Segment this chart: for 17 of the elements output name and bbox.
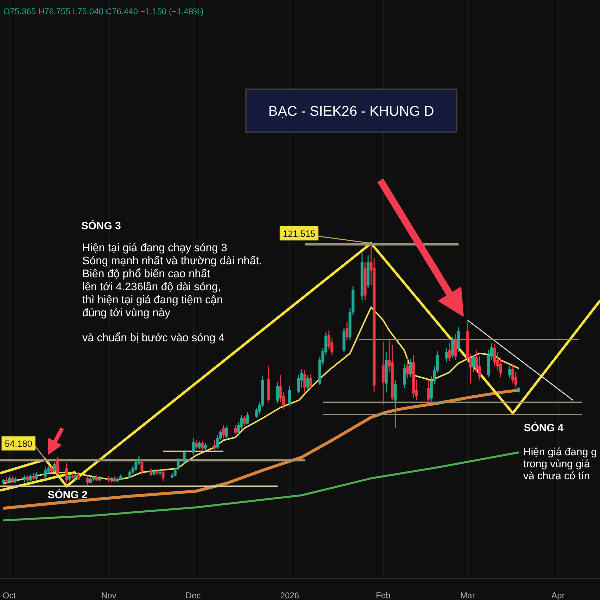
chart-title: BẠC - SIEK26 - KHUNG D — [268, 103, 434, 119]
x-tick-label: Apr — [552, 590, 566, 600]
annotation: 121.515 — [283, 229, 316, 240]
x-tick-label: Oct — [2, 590, 17, 600]
annotation: SÓNG 4 — [524, 421, 564, 434]
x-tick-label: Dec — [186, 590, 202, 600]
annotation: Hiện giá đang g trong vùng giá và chưa có tín — [524, 446, 598, 482]
text: SÓNG 3 — [82, 220, 122, 232]
x-tick-label: 2026 — [280, 590, 300, 600]
x-tick-label: Mar — [460, 590, 476, 600]
x-tick-label: Feb — [376, 590, 392, 600]
annotation: Hiện tại giá đang chạy sóng 3 Sóng mạnh nhất và thường dài nhất. Biên độ phổ biến cao nhất lên tới 4.236lần độ dài sóng, thì hiện tại giá đang tiệm cận đúng tới vùng này — [82, 242, 262, 320]
annotation: 54.180 — [4, 439, 32, 450]
annotation: và chuẩn bị bước vào sóng 4 — [82, 332, 225, 344]
x-tick-label: Nov — [101, 590, 118, 600]
annotation: SÓNG 2 — [48, 488, 88, 502]
chart-subtitle: O75.365 H76.755 L75.040 C76.440 −1.150 (−1.48%) — [4, 6, 204, 16]
